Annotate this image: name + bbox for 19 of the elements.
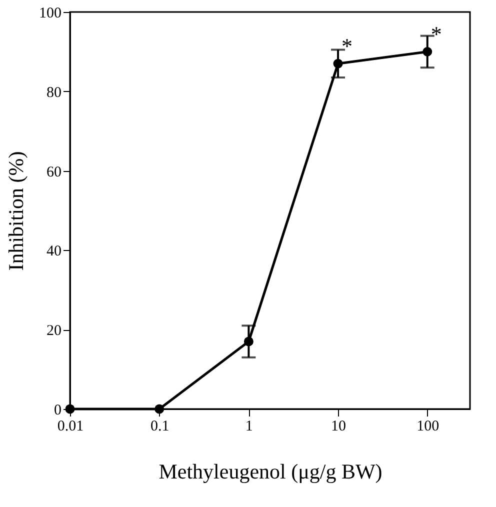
y-tick-label: 0	[54, 402, 62, 418]
y-tick-label: 80	[46, 84, 62, 101]
x-tick-label: 0.01	[57, 418, 84, 434]
y-tick-label: 20	[46, 323, 62, 340]
x-tick-label: 1	[245, 418, 253, 434]
x-tick-label: 0.1	[150, 418, 170, 434]
y-tick-label: 100	[39, 6, 62, 22]
y-tick-label: 40	[46, 244, 62, 260]
point	[154, 404, 164, 414]
point	[244, 336, 254, 346]
y-axis-title: Inhibition (%)	[4, 151, 28, 271]
point	[333, 58, 343, 68]
x-tick-label: 10	[331, 418, 346, 434]
annotation: *	[430, 22, 442, 47]
x-axis-title: Methyleugenol (μg/g BW)	[158, 460, 382, 484]
annotation: *	[342, 34, 353, 59]
x-tick-label: 100	[416, 418, 440, 434]
point	[422, 46, 432, 56]
y-tick-label: 60	[46, 164, 62, 180]
